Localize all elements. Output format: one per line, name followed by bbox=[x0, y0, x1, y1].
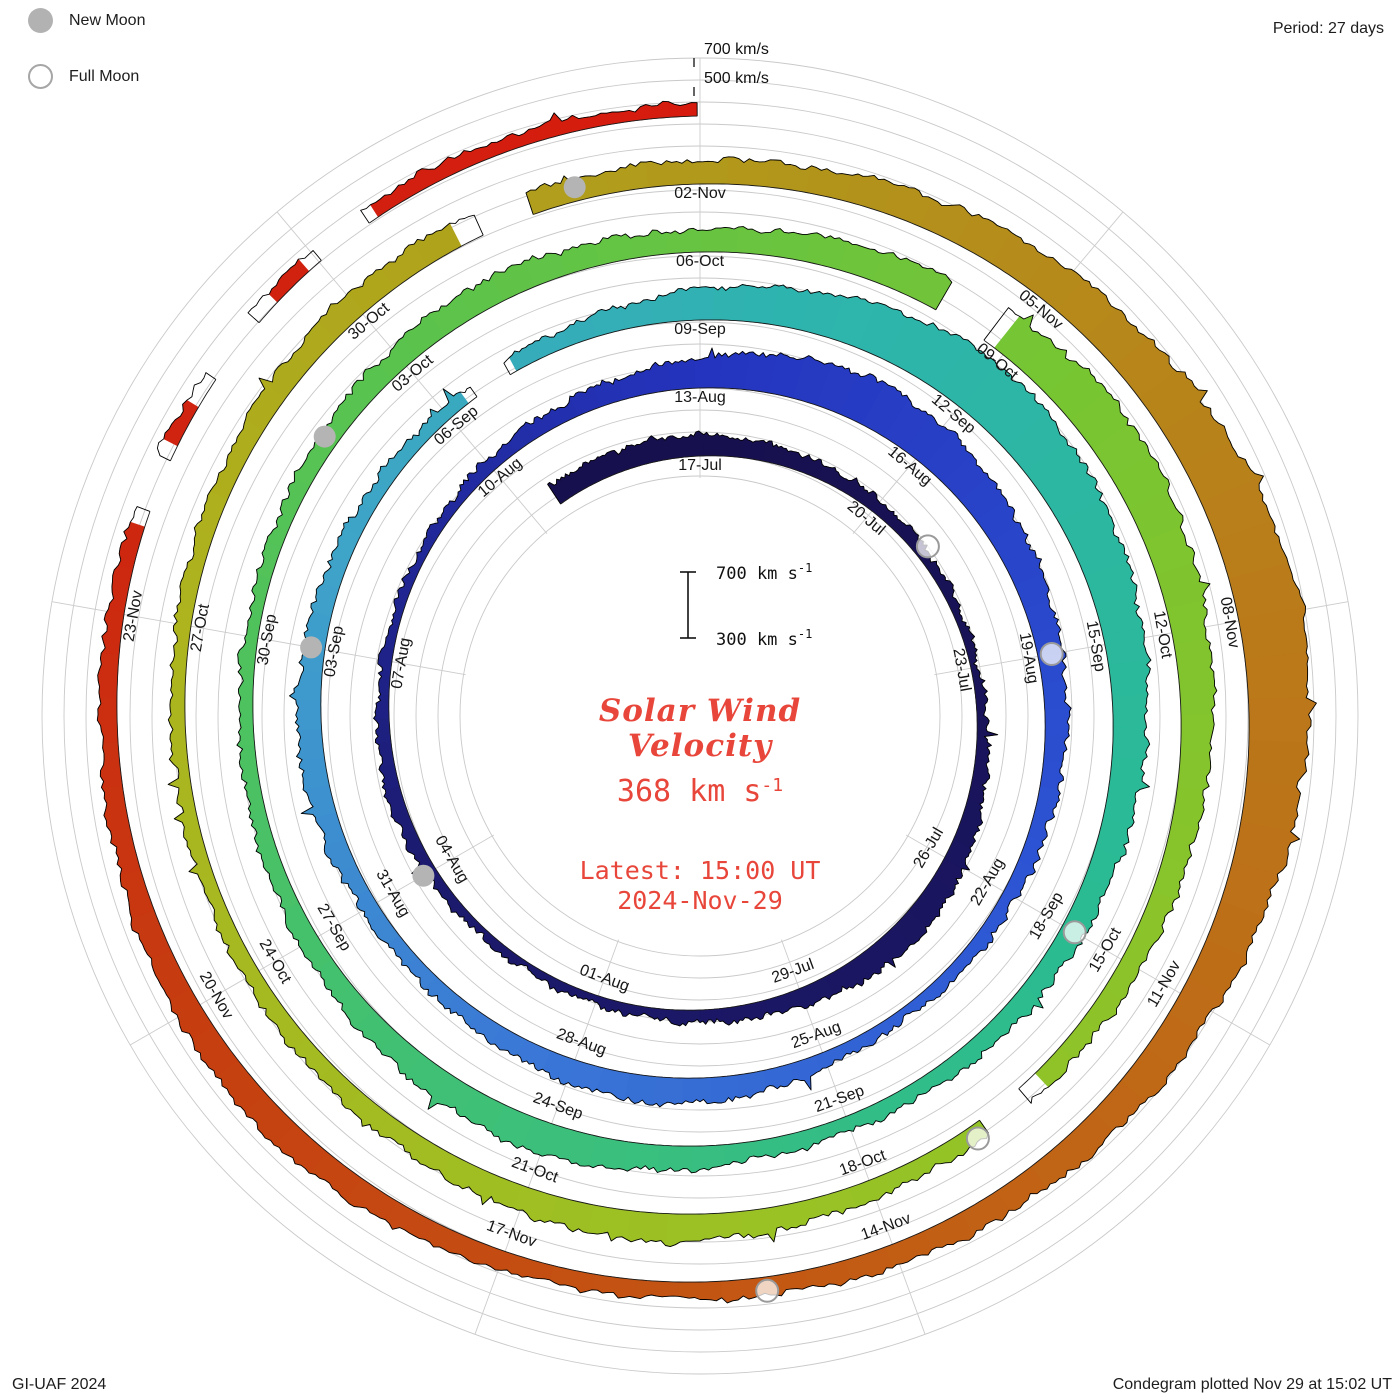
date-label: 13-Aug bbox=[674, 389, 726, 406]
period-label: Period: 27 days bbox=[1272, 20, 1384, 37]
outer-scale-label: 700 km/s bbox=[704, 41, 769, 58]
date-label: 21-Oct bbox=[509, 1154, 560, 1187]
center-scale-label: 700 km s-1 bbox=[716, 561, 812, 584]
center-scale-bar: 700 km s-1 300 km s-1 bbox=[680, 561, 812, 650]
date-label: 17-Nov bbox=[484, 1217, 538, 1251]
full-moon-marker bbox=[965, 1126, 990, 1151]
legend-new-moon: New Moon bbox=[28, 8, 145, 33]
legend-full-moon: Full Moon bbox=[28, 64, 139, 89]
full-moon-label: Full Moon bbox=[69, 67, 140, 85]
date-label: 24-Sep bbox=[531, 1089, 585, 1123]
date-label: 18-Oct bbox=[837, 1147, 888, 1180]
center-scale-label: 300 km s-1 bbox=[716, 627, 812, 650]
full-moon-marker bbox=[1062, 920, 1087, 945]
new-moon-marker bbox=[563, 176, 586, 199]
date-label: 09-Sep bbox=[674, 321, 726, 338]
new-moon-marker bbox=[412, 864, 435, 887]
credit-label: GI-UAF 2024 bbox=[12, 1376, 107, 1393]
new-moon-icon bbox=[28, 8, 53, 33]
full-moon-marker bbox=[755, 1278, 780, 1303]
date-label: 02-Nov bbox=[674, 185, 726, 202]
velocity-outline bbox=[96, 100, 1317, 1304]
new-moon-label: New Moon bbox=[69, 11, 146, 29]
moon-markers bbox=[300, 176, 1087, 1303]
full-moon-marker bbox=[915, 534, 940, 559]
date-label: 06-Oct bbox=[676, 253, 725, 270]
new-moon-marker bbox=[300, 636, 323, 659]
outer-scale-labels: 700 km/s 500 km/s bbox=[693, 41, 769, 96]
full-moon-icon bbox=[28, 64, 53, 89]
new-moon-marker bbox=[313, 425, 336, 448]
plotted-label: Condegram plotted Nov 29 at 15:02 UT bbox=[1112, 1376, 1392, 1393]
date-label: 28-Aug bbox=[554, 1026, 608, 1060]
date-label: 17-Jul bbox=[678, 457, 722, 474]
outer-scale-label: 500 km/s bbox=[704, 70, 769, 87]
full-moon-marker bbox=[1039, 642, 1064, 666]
